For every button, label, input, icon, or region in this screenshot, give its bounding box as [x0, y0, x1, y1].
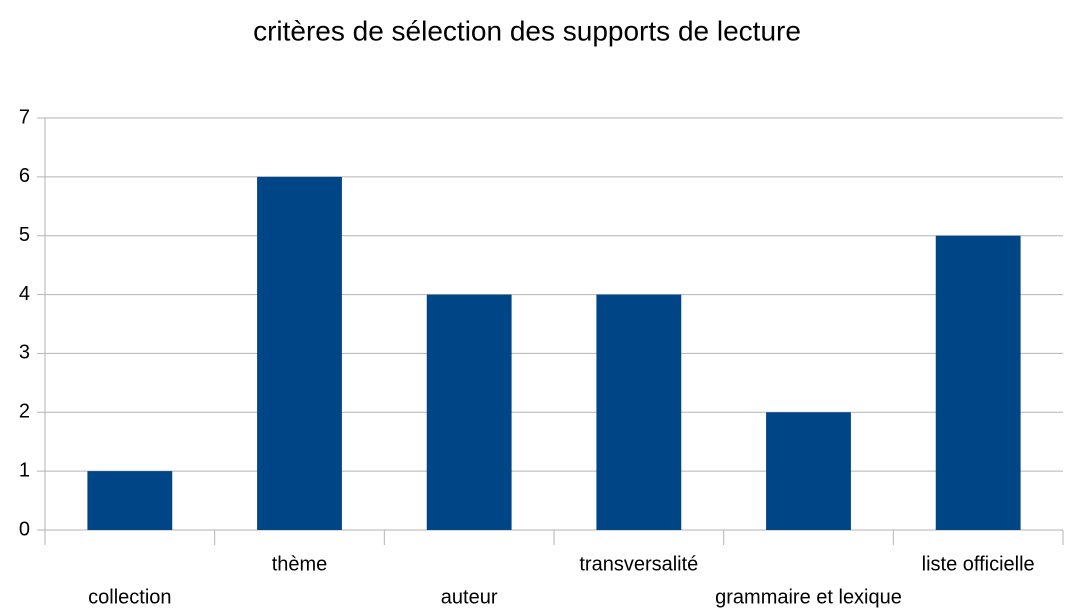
bar [935, 235, 1021, 530]
x-tick-label: auteur [441, 586, 498, 608]
y-tick-label: 3 [19, 342, 30, 364]
x-tick-label: transversalité [579, 553, 698, 575]
y-tick-label: 6 [19, 165, 30, 187]
x-tick-label: thème [272, 553, 328, 575]
bar [766, 412, 851, 530]
chart-title: critères de sélection des supports de le… [253, 15, 801, 46]
y-tick-label: 4 [19, 283, 30, 305]
y-tick-label: 0 [19, 518, 30, 540]
bar [257, 176, 342, 530]
y-tick-label: 1 [19, 459, 30, 481]
y-tick-label: 2 [19, 401, 30, 423]
bar [426, 294, 512, 530]
x-tick-label: liste officielle [922, 553, 1035, 575]
y-tick-label: 7 [19, 106, 30, 128]
bar [596, 294, 682, 530]
y-tick-label: 5 [19, 224, 30, 246]
x-tick-label: grammaire et lexique [715, 586, 902, 608]
bar [87, 471, 173, 530]
x-tick-label: collection [88, 586, 171, 608]
